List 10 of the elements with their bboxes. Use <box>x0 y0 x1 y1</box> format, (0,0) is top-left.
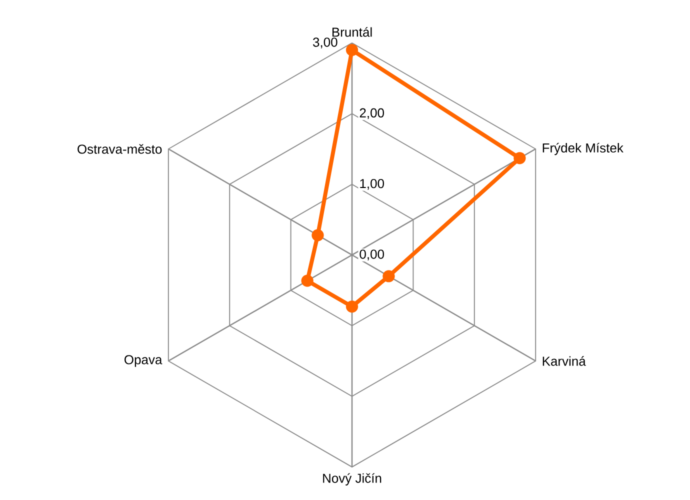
y-tick-label: 1,00 <box>360 178 384 190</box>
spoke-label: Karviná <box>542 356 586 366</box>
spoke-label: Frýdek Místek <box>542 142 624 156</box>
y-tick-label: 0,00 <box>360 250 384 260</box>
spoke-label: Bruntál <box>332 27 372 37</box>
spoke-label: Ostrava-město <box>78 144 162 154</box>
spoke-label: Opava <box>124 355 162 367</box>
y-tick-label: 2,00 <box>360 108 384 120</box>
y-tick-label: 3,00 <box>313 38 338 48</box>
spoke-label: Nový Jičín <box>323 473 382 486</box>
